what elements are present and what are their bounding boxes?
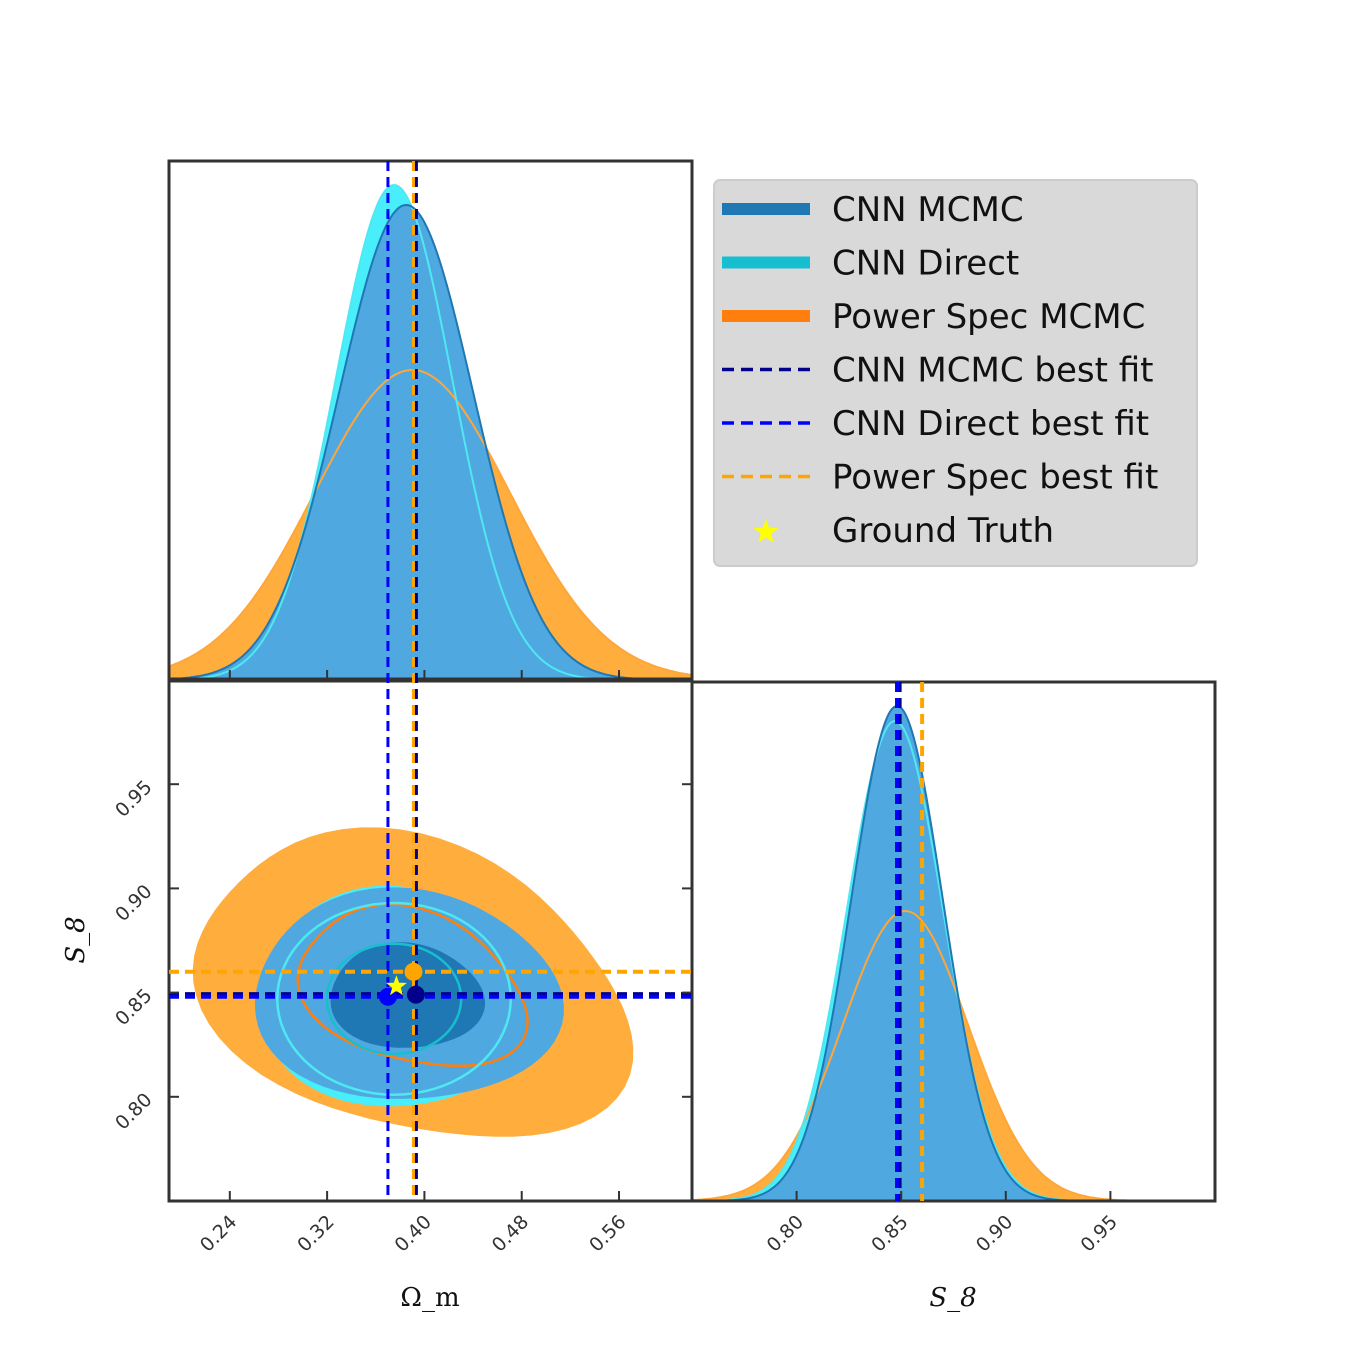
tick-label-s8-y-2: 0.90 — [111, 880, 156, 925]
legend-swatch-cnn-mcmc — [722, 203, 810, 215]
tick-label-s8-x-2: 0.90 — [972, 1211, 1017, 1256]
contour-1sigma-power-spec-mcmc — [296, 903, 529, 1068]
legend-label-cnn-direct-best-fit: CNN Direct best fit — [832, 404, 1149, 444]
x-axis-label-omega-m: Ω_m — [400, 1283, 459, 1313]
s8-marginal-cnn-mcmc — [692, 706, 1215, 1201]
tick-label-omega-0: 0.24 — [196, 1211, 241, 1256]
tick-label-omega-1: 0.32 — [293, 1211, 338, 1256]
legend-label-power-spec-best-fit: Power Spec best fit — [832, 458, 1158, 498]
legend-swatch-ground-truth — [753, 519, 779, 543]
legend-label-power-spec-mcmc: Power Spec MCMC — [832, 297, 1145, 337]
legend-label-cnn-mcmc-best-fit: CNN MCMC best fit — [832, 351, 1153, 391]
omega-m-marginal-line-cnn-mcmc — [169, 203, 691, 679]
legend-label-cnn-direct: CNN Direct — [832, 244, 1019, 284]
y-axis-label-s8: S_8 — [61, 916, 91, 963]
legend-swatch-cnn-direct — [722, 256, 810, 269]
omega-m-marginal-frame — [167, 159, 694, 681]
s8-marginal-panel — [692, 705, 1215, 1201]
tick-label-omega-4: 0.56 — [585, 1211, 630, 1256]
contour-line-1sigma-cnn-direct — [325, 942, 463, 1056]
tick-label-s8-y-1: 0.85 — [111, 985, 156, 1030]
legend-box — [713, 179, 1198, 567]
omega-m-marginal-panel — [169, 184, 692, 679]
tick-label-omega-3: 0.48 — [488, 1211, 533, 1256]
contour-line-2sigma-cnn-direct — [275, 901, 513, 1096]
omega-m-marginal-line-power-spec-mcmc — [169, 369, 692, 676]
tick-label-omega-2: 0.40 — [390, 1211, 435, 1256]
legend-label-cnn-mcmc: CNN MCMC — [832, 190, 1024, 230]
tick-label-s8-y-3: 0.95 — [111, 776, 156, 821]
tick-label-s8-x-0: 0.80 — [763, 1211, 808, 1256]
tick-label-s8-x-1: 0.85 — [867, 1211, 912, 1256]
omega-m-marginal-cnn-mcmc — [171, 205, 641, 679]
x-axis-label-s8: S_8 — [929, 1283, 976, 1313]
ground-truth-star — [386, 975, 407, 996]
legend-swatch-power-spec-mcmc — [722, 310, 810, 322]
omega-m-marginal-line-cnn-direct — [169, 184, 691, 679]
tick-label-s8-y-0: 0.80 — [111, 1089, 156, 1134]
point-cnn-mcmc-best-fit — [406, 985, 425, 1004]
tick-label-s8-x-3: 0.95 — [1076, 1211, 1121, 1256]
s8-marginal-frame — [690, 680, 1217, 1203]
legend-label-ground-truth: Ground Truth — [832, 511, 1054, 551]
s8-marginal-line-cnn-mcmc — [692, 705, 1214, 1201]
legend: CNN MCMC CNN Direct Power Spec MCMC CNN MCM… — [713, 179, 1198, 567]
point-power-spec-best-fit — [404, 962, 423, 981]
